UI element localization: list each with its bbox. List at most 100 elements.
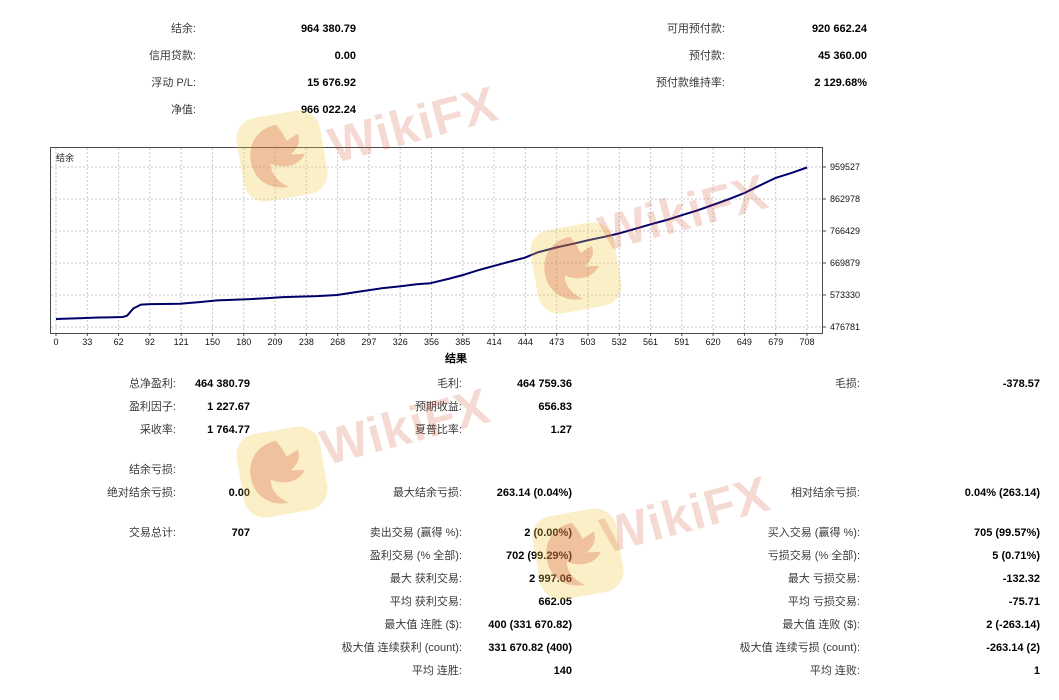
- balance-line-series: [55, 166, 808, 320]
- x-axis-label: 297: [361, 337, 376, 347]
- stat-value: 263.14 (0.04%): [496, 487, 572, 499]
- stat-value: -132.32: [1002, 573, 1040, 585]
- summary-value: 2 129.68%: [814, 77, 867, 89]
- stat-value: 1 764.77: [207, 424, 250, 436]
- summary-label: 浮动 P/L:: [151, 77, 196, 89]
- stat-label: 盈利交易 (% 全部):: [369, 550, 462, 562]
- x-axis-label: 532: [612, 337, 627, 347]
- x-axis-label: 238: [299, 337, 314, 347]
- x-axis-label: 121: [174, 337, 189, 347]
- stat-label: 毛损:: [834, 378, 860, 390]
- y-axis-label: 766429: [830, 226, 860, 236]
- stat-value: 1 227.67: [207, 401, 250, 413]
- x-axis-label: 268: [330, 337, 345, 347]
- stat-label: 平均 连败:: [809, 665, 860, 677]
- stat-label: 采收率:: [139, 424, 176, 436]
- stat-value: -75.71: [1008, 596, 1040, 608]
- x-axis-label: 385: [455, 337, 470, 347]
- balance-chart-svg: 476781 573330 669879 766429 862978 959527 0 33 6…: [50, 147, 860, 347]
- stat-label: 极大值 连续获利 (count):: [341, 642, 462, 654]
- stat-value: 464 380.79: [194, 378, 250, 390]
- y-axis-label: 476781: [830, 322, 860, 332]
- stat-label: 亏损交易 (% 全部):: [767, 550, 860, 562]
- stat-value: -378.57: [1002, 378, 1040, 390]
- stat-label: 盈利因子:: [128, 401, 176, 413]
- balance-chart: 476781 573330 669879 766429 862978 959527 0 33 6…: [50, 147, 880, 357]
- stat-label: 最大 亏损交易:: [787, 573, 860, 585]
- summary-value: 964 380.79: [300, 23, 356, 35]
- stat-label: 夏普比率:: [414, 424, 462, 436]
- stat-value: 400 (331 670.82): [488, 619, 572, 631]
- summary-value: 45 360.00: [818, 50, 867, 62]
- x-axis-label: 62: [114, 337, 124, 347]
- summary-label: 信用贷款:: [148, 50, 196, 62]
- stat-label: 最大值 连胜 ($):: [384, 619, 462, 631]
- stat-value: 0.04% (263.14): [964, 487, 1040, 499]
- stat-value: 464 759.36: [516, 378, 572, 390]
- x-axis-label: 326: [393, 337, 408, 347]
- x-axis-label: 33: [82, 337, 92, 347]
- stat-label: 最大 获利交易:: [389, 573, 462, 585]
- stat-value: 0.00: [228, 487, 250, 499]
- x-axis-label: 414: [487, 337, 502, 347]
- stat-label: 平均 获利交易:: [389, 596, 462, 608]
- stat-value: 1.27: [550, 424, 572, 436]
- y-axis-label: 959527: [830, 162, 860, 172]
- stat-value: -263.14 (2): [986, 642, 1040, 654]
- stat-label: 相对结余亏损:: [790, 487, 860, 499]
- stat-label: 预期收益:: [414, 401, 462, 413]
- summary-value: 15 676.92: [307, 77, 356, 89]
- stat-value: 707: [231, 527, 250, 539]
- summary-value: 0.00: [334, 50, 356, 62]
- stat-label: 总净盈利:: [128, 378, 176, 390]
- stat-value: 662.05: [538, 596, 572, 608]
- stat-label: 平均 连胜:: [411, 665, 462, 677]
- x-axis-label: 356: [424, 337, 439, 347]
- stat-label: 买入交易 (赢得 %):: [767, 527, 860, 539]
- y-axis-label: 862978: [830, 194, 860, 204]
- summary-label: 净值:: [170, 104, 196, 116]
- stat-value: 702 (99.29%): [505, 550, 572, 562]
- x-axis-label: 209: [268, 337, 283, 347]
- stat-value: 656.83: [538, 401, 572, 413]
- stat-label: 最大结余亏损:: [392, 487, 462, 499]
- summary-label: 可用预付款:: [666, 23, 725, 35]
- summary-label: 预付款:: [688, 50, 725, 62]
- x-axis-label: 708: [799, 337, 814, 347]
- x-axis-label: 503: [580, 337, 595, 347]
- chart-title: 结余: [56, 153, 75, 163]
- x-axis-label: 473: [549, 337, 564, 347]
- stat-value: 705 (99.57%): [973, 527, 1040, 539]
- x-axis-label: 649: [737, 337, 752, 347]
- stat-label: 毛利:: [436, 378, 462, 390]
- summary-label: 预付款维持率:: [655, 77, 725, 89]
- stat-value: 5 (0.71%): [992, 550, 1040, 562]
- summary-value: 920 662.24: [811, 23, 867, 35]
- stat-value: 2 997.06: [529, 573, 572, 585]
- x-axis-label: 0: [53, 337, 58, 347]
- summary-value: 966 022.24: [300, 104, 356, 116]
- x-axis-label: 561: [643, 337, 658, 347]
- x-axis-label: 92: [145, 337, 155, 347]
- x-axis-label: 591: [674, 337, 689, 347]
- y-axis-label: 573330: [830, 290, 860, 300]
- results-heading: 结果: [445, 353, 467, 365]
- stat-label: 交易总计:: [128, 527, 176, 539]
- stat-label: 结余亏损:: [128, 464, 176, 476]
- stat-label: 最大值 连败 ($):: [782, 619, 860, 631]
- plot-border: [50, 147, 823, 334]
- x-axis-label: 150: [205, 337, 220, 347]
- stat-value: 2 (-263.14): [986, 619, 1040, 631]
- y-axis-label: 669879: [830, 258, 860, 268]
- x-axis-label: 444: [518, 337, 533, 347]
- stat-value: 331 670.82 (400): [488, 642, 572, 654]
- x-axis-label: 620: [706, 337, 721, 347]
- stat-label: 绝对结余亏损:: [106, 487, 176, 499]
- x-axis-label: 180: [236, 337, 251, 347]
- stat-label: 平均 亏损交易:: [787, 596, 860, 608]
- summary-label: 结余:: [170, 23, 196, 35]
- x-axis-label: 679: [768, 337, 783, 347]
- stat-value: 1: [1033, 665, 1040, 677]
- stat-label: 极大值 连续亏损 (count):: [739, 642, 860, 654]
